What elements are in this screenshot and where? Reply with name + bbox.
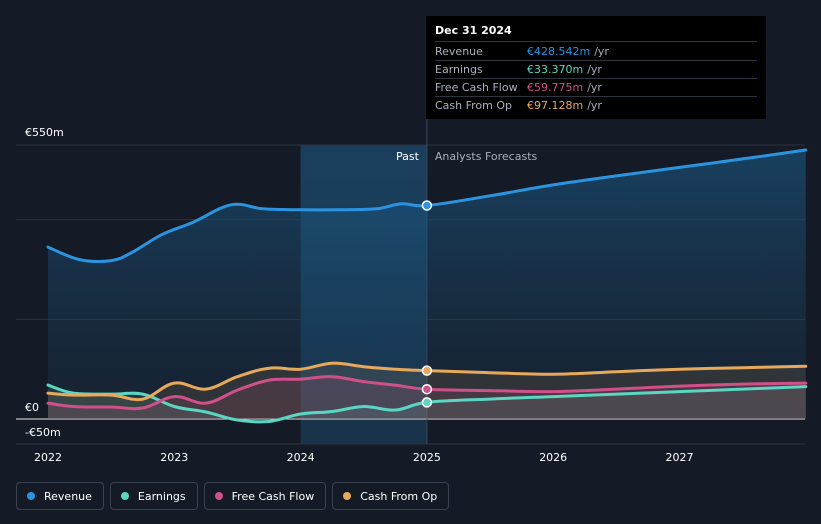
series-line-cfo xyxy=(46,361,808,402)
y-label-bottom: -€50m xyxy=(25,426,61,439)
tooltip-row-name: Cash From Op xyxy=(435,99,513,112)
legend-label: Earnings xyxy=(137,489,186,503)
series-line-earnings xyxy=(46,383,808,424)
tooltip-row-unit: /yr xyxy=(587,81,602,94)
tooltip-row-value: €97.128m xyxy=(527,99,584,112)
tooltip-row-name: Free Cash Flow xyxy=(435,81,518,94)
x-tick-2023: 2023 xyxy=(160,451,188,464)
legend-item-cash-from-op[interactable]: Cash From Op xyxy=(332,482,450,510)
legend: Revenue Earnings Free Cash Flow Cash From O… xyxy=(16,482,450,512)
tooltip-date: Dec 31 2024 xyxy=(435,24,757,42)
marker-fcf[interactable] xyxy=(421,383,433,395)
marker-layer xyxy=(421,200,433,408)
x-tick-2022: 2022 xyxy=(34,451,62,464)
label-layer: €550m €0 -€50m 2022 2023 2024 2025 2026 2027 Past… xyxy=(25,126,694,464)
legend-dot-icon xyxy=(214,492,223,500)
line-layer xyxy=(46,148,808,424)
legend-label: Revenue xyxy=(44,489,92,503)
x-tick-2024: 2024 xyxy=(287,451,315,464)
tooltip-row: Revenue €428.542m/yr xyxy=(435,43,757,61)
marker-revenue[interactable] xyxy=(421,200,433,211)
series-area-revenue xyxy=(48,150,806,419)
forecast-label: Analysts Forecasts xyxy=(435,150,538,163)
legend-item-free-cash-flow[interactable]: Free Cash Flow xyxy=(203,482,327,510)
series-line-fcf xyxy=(46,375,808,411)
tooltip-row-value: €428.542m xyxy=(527,45,591,58)
tooltip-row-name: Revenue xyxy=(435,45,483,58)
legend-dot-icon xyxy=(343,492,352,500)
y-label-top: €550m xyxy=(25,126,64,139)
tooltip-row: Cash From Op €97.128m/yr xyxy=(435,97,757,114)
past-label: Past xyxy=(396,150,420,163)
tooltip-row-name: Earnings xyxy=(435,63,483,76)
legend-label: Free Cash Flow xyxy=(231,489,315,503)
tooltip-row-unit: /yr xyxy=(587,99,602,112)
legend-label: Cash From Op xyxy=(360,489,438,503)
legend-dot-icon xyxy=(120,492,129,500)
legend-item-revenue[interactable]: Revenue xyxy=(16,482,104,510)
series-line-revenue xyxy=(46,148,808,263)
tooltip-row-value: €33.370m xyxy=(527,63,584,76)
tooltip-row-unit: /yr xyxy=(594,45,609,58)
legend-dot-icon xyxy=(27,492,35,500)
x-tick-2027: 2027 xyxy=(666,451,694,464)
x-tick-2025: 2025 xyxy=(413,451,441,464)
y-label-zero: €0 xyxy=(25,401,39,414)
tooltip: Dec 31 2024 Revenue €428.542m/yr Earnings €… xyxy=(426,16,766,119)
legend-item-earnings[interactable]: Earnings xyxy=(109,482,198,510)
tooltip-row: Earnings €33.370m/yr xyxy=(435,61,757,79)
marker-cfo[interactable] xyxy=(421,365,433,376)
tooltip-row-value: €59.775m xyxy=(527,81,584,94)
marker-earnings[interactable] xyxy=(421,397,433,408)
x-tick-2026: 2026 xyxy=(539,451,567,464)
tooltip-row-unit: /yr xyxy=(587,63,602,76)
tooltip-row: Free Cash Flow €59.775m/yr xyxy=(435,79,757,97)
